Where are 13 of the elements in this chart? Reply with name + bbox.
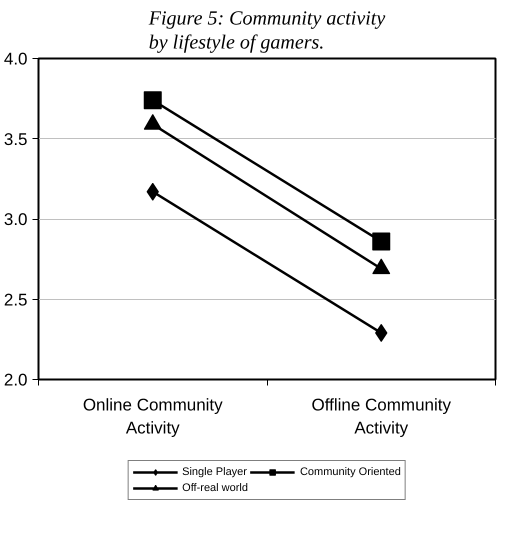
point — [372, 232, 390, 250]
chart-title: Figure 5: Community activity by lifestyle of gamers. — [148, 7, 386, 54]
y-tick-label: 4.0 — [4, 50, 28, 68]
y-tick-label: 2.5 — [4, 290, 28, 310]
point — [144, 91, 162, 110]
legend-label: Community Oriented — [300, 466, 401, 478]
legend-label: Off-real world — [182, 482, 248, 494]
legend-label: Single Player — [182, 466, 247, 478]
x-tick-label: Online Community Activity — [82, 396, 224, 438]
y-tick-label: 3.5 — [4, 130, 28, 149]
y-tick-label: 2.0 — [4, 370, 28, 390]
x-tick-label: Offline Community Activity — [311, 396, 452, 438]
y-tick-label: 3.0 — [4, 210, 28, 229]
